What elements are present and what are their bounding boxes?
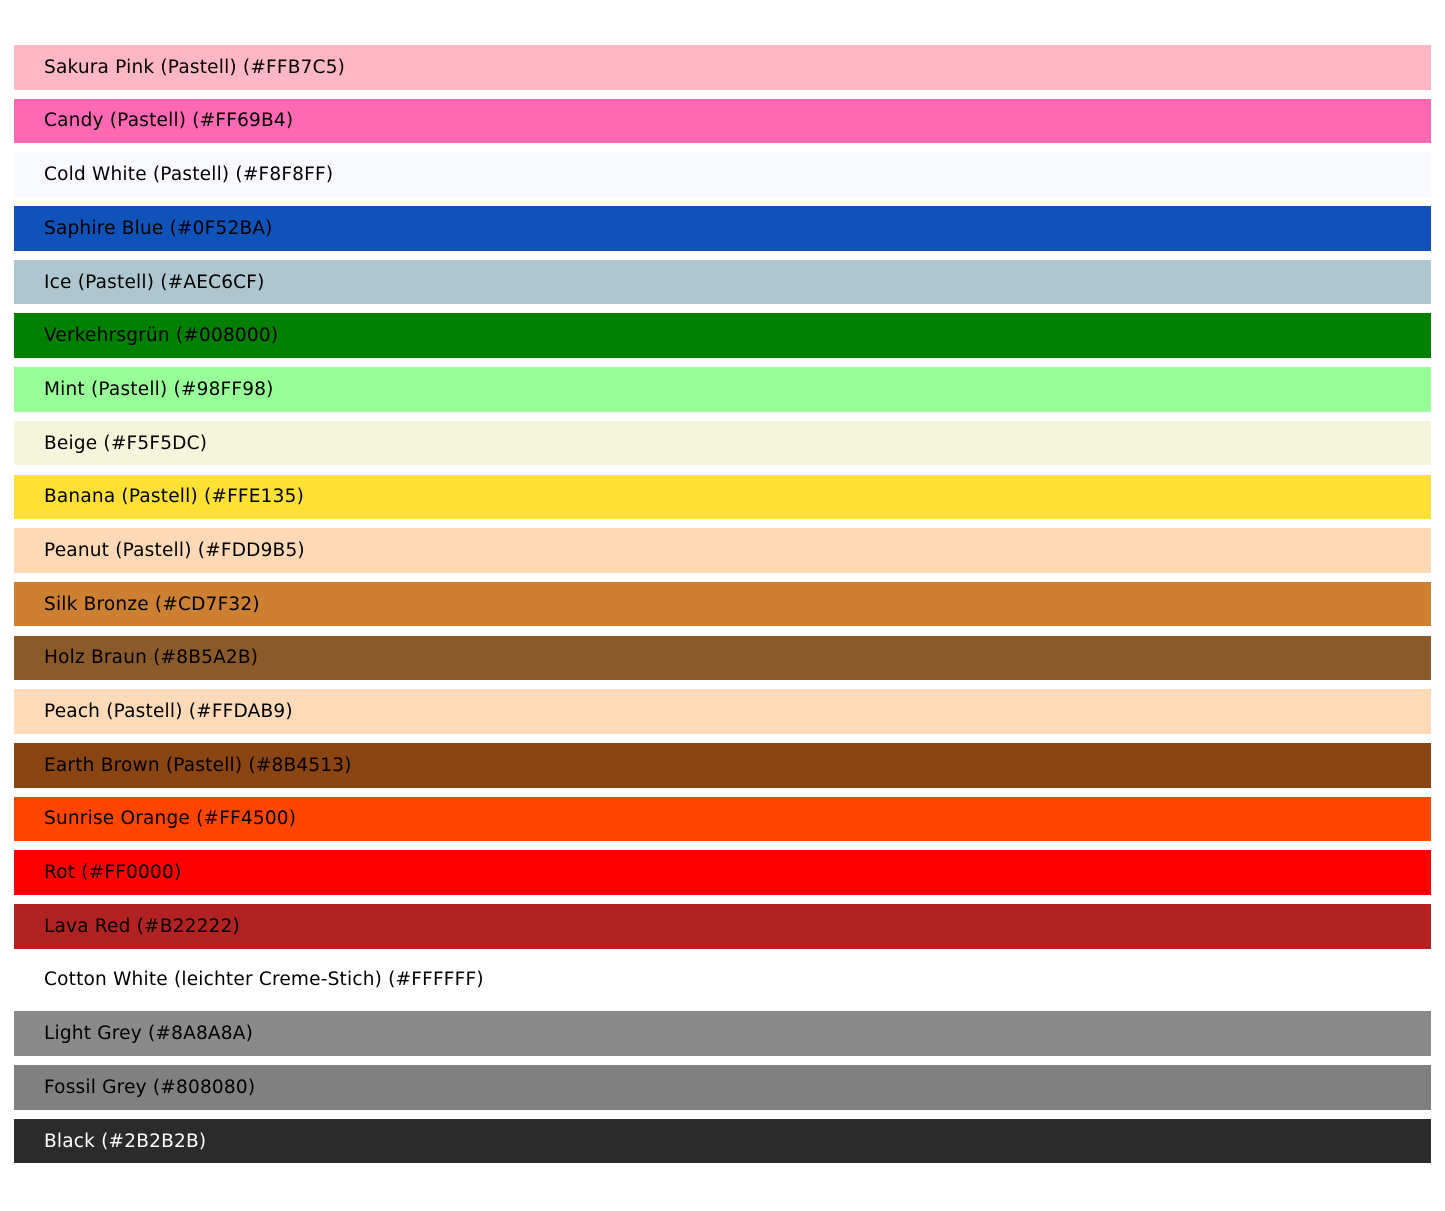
color-swatch-row: Light Grey (#8A8A8A): [14, 1011, 1431, 1056]
color-swatch-row: Beige (#F5F5DC): [14, 420, 1431, 466]
color-swatch-label: Earth Brown (Pastell) (#8B4513): [44, 754, 352, 776]
color-swatch-row: Earth Brown (Pastell) (#8B4513): [14, 742, 1431, 788]
color-swatch-label: Silk Bronze (#CD7F32): [44, 593, 260, 615]
color-swatch-label: Cold White (Pastell) (#F8F8FF): [44, 164, 334, 186]
color-swatch-row: Peanut (Pastell) (#FDD9B5): [14, 528, 1431, 573]
color-palette-list: Sakura Pink (Pastell) (#FFB7C5) Candy (P…: [14, 45, 1431, 1164]
color-swatch-row: Sakura Pink (Pastell) (#FFB7C5): [14, 45, 1431, 90]
color-swatch-label: Rot (#FF0000): [44, 862, 182, 884]
color-swatch-label: Saphire Blue (#0F52BA): [44, 217, 273, 239]
color-swatch-row: Peach (Pastell) (#FFDAB9): [14, 689, 1431, 734]
color-swatch-label: Lava Red (#B22222): [44, 915, 240, 937]
color-swatch-row: Lava Red (#B22222): [14, 904, 1431, 949]
color-swatch-row: Sunrise Orange (#FF4500): [14, 796, 1431, 842]
color-swatch-label: Peanut (Pastell) (#FDD9B5): [44, 539, 305, 561]
color-swatch-row: Saphire Blue (#0F52BA): [14, 206, 1431, 251]
color-swatch-label: Light Grey (#8A8A8A): [44, 1023, 254, 1045]
color-swatch-label: Beige (#F5F5DC): [44, 432, 208, 454]
color-swatch-label: Banana (Pastell) (#FFE135): [44, 486, 304, 508]
color-swatch-label: Peach (Pastell) (#FFDAB9): [44, 701, 293, 723]
color-swatch-label: Sunrise Orange (#FF4500): [44, 808, 297, 830]
color-swatch-row: Holz Braun (#8B5A2B): [14, 635, 1431, 681]
color-swatch-label: Black (#2B2B2B): [44, 1130, 207, 1152]
color-swatch-row: Ice (Pastell) (#AEC6CF): [14, 259, 1431, 305]
color-swatch-label: Fossil Grey (#808080): [44, 1076, 256, 1098]
color-swatch-label: Verkehrsgrün (#008000): [44, 325, 279, 347]
color-swatch-row: Fossil Grey (#808080): [14, 1065, 1431, 1110]
color-swatch-row: Black (#2B2B2B): [14, 1118, 1431, 1164]
color-swatch-row: Cotton White (leichter Creme-Stich) (#FF…: [14, 957, 1431, 1003]
color-swatch-row: Silk Bronze (#CD7F32): [14, 581, 1431, 627]
color-swatch-label: Sakura Pink (Pastell) (#FFB7C5): [44, 56, 346, 78]
color-swatch-row: Cold White (Pastell) (#F8F8FF): [14, 152, 1431, 197]
color-swatch-label: Ice (Pastell) (#AEC6CF): [44, 271, 265, 293]
color-swatch-row: Banana (Pastell) (#FFE135): [14, 474, 1431, 520]
color-swatch-label: Mint (Pastell) (#98FF98): [44, 378, 274, 400]
color-swatch-row: Verkehrsgrün (#008000): [14, 313, 1431, 359]
color-swatch-label: Candy (Pastell) (#FF69B4): [44, 110, 294, 132]
color-swatch-row: Candy (Pastell) (#FF69B4): [14, 98, 1431, 144]
color-swatch-row: Rot (#FF0000): [14, 850, 1431, 895]
color-swatch-row: Mint (Pastell) (#98FF98): [14, 367, 1431, 412]
color-swatch-label: Cotton White (leichter Creme-Stich) (#FF…: [44, 969, 484, 991]
color-swatch-label: Holz Braun (#8B5A2B): [44, 647, 259, 669]
